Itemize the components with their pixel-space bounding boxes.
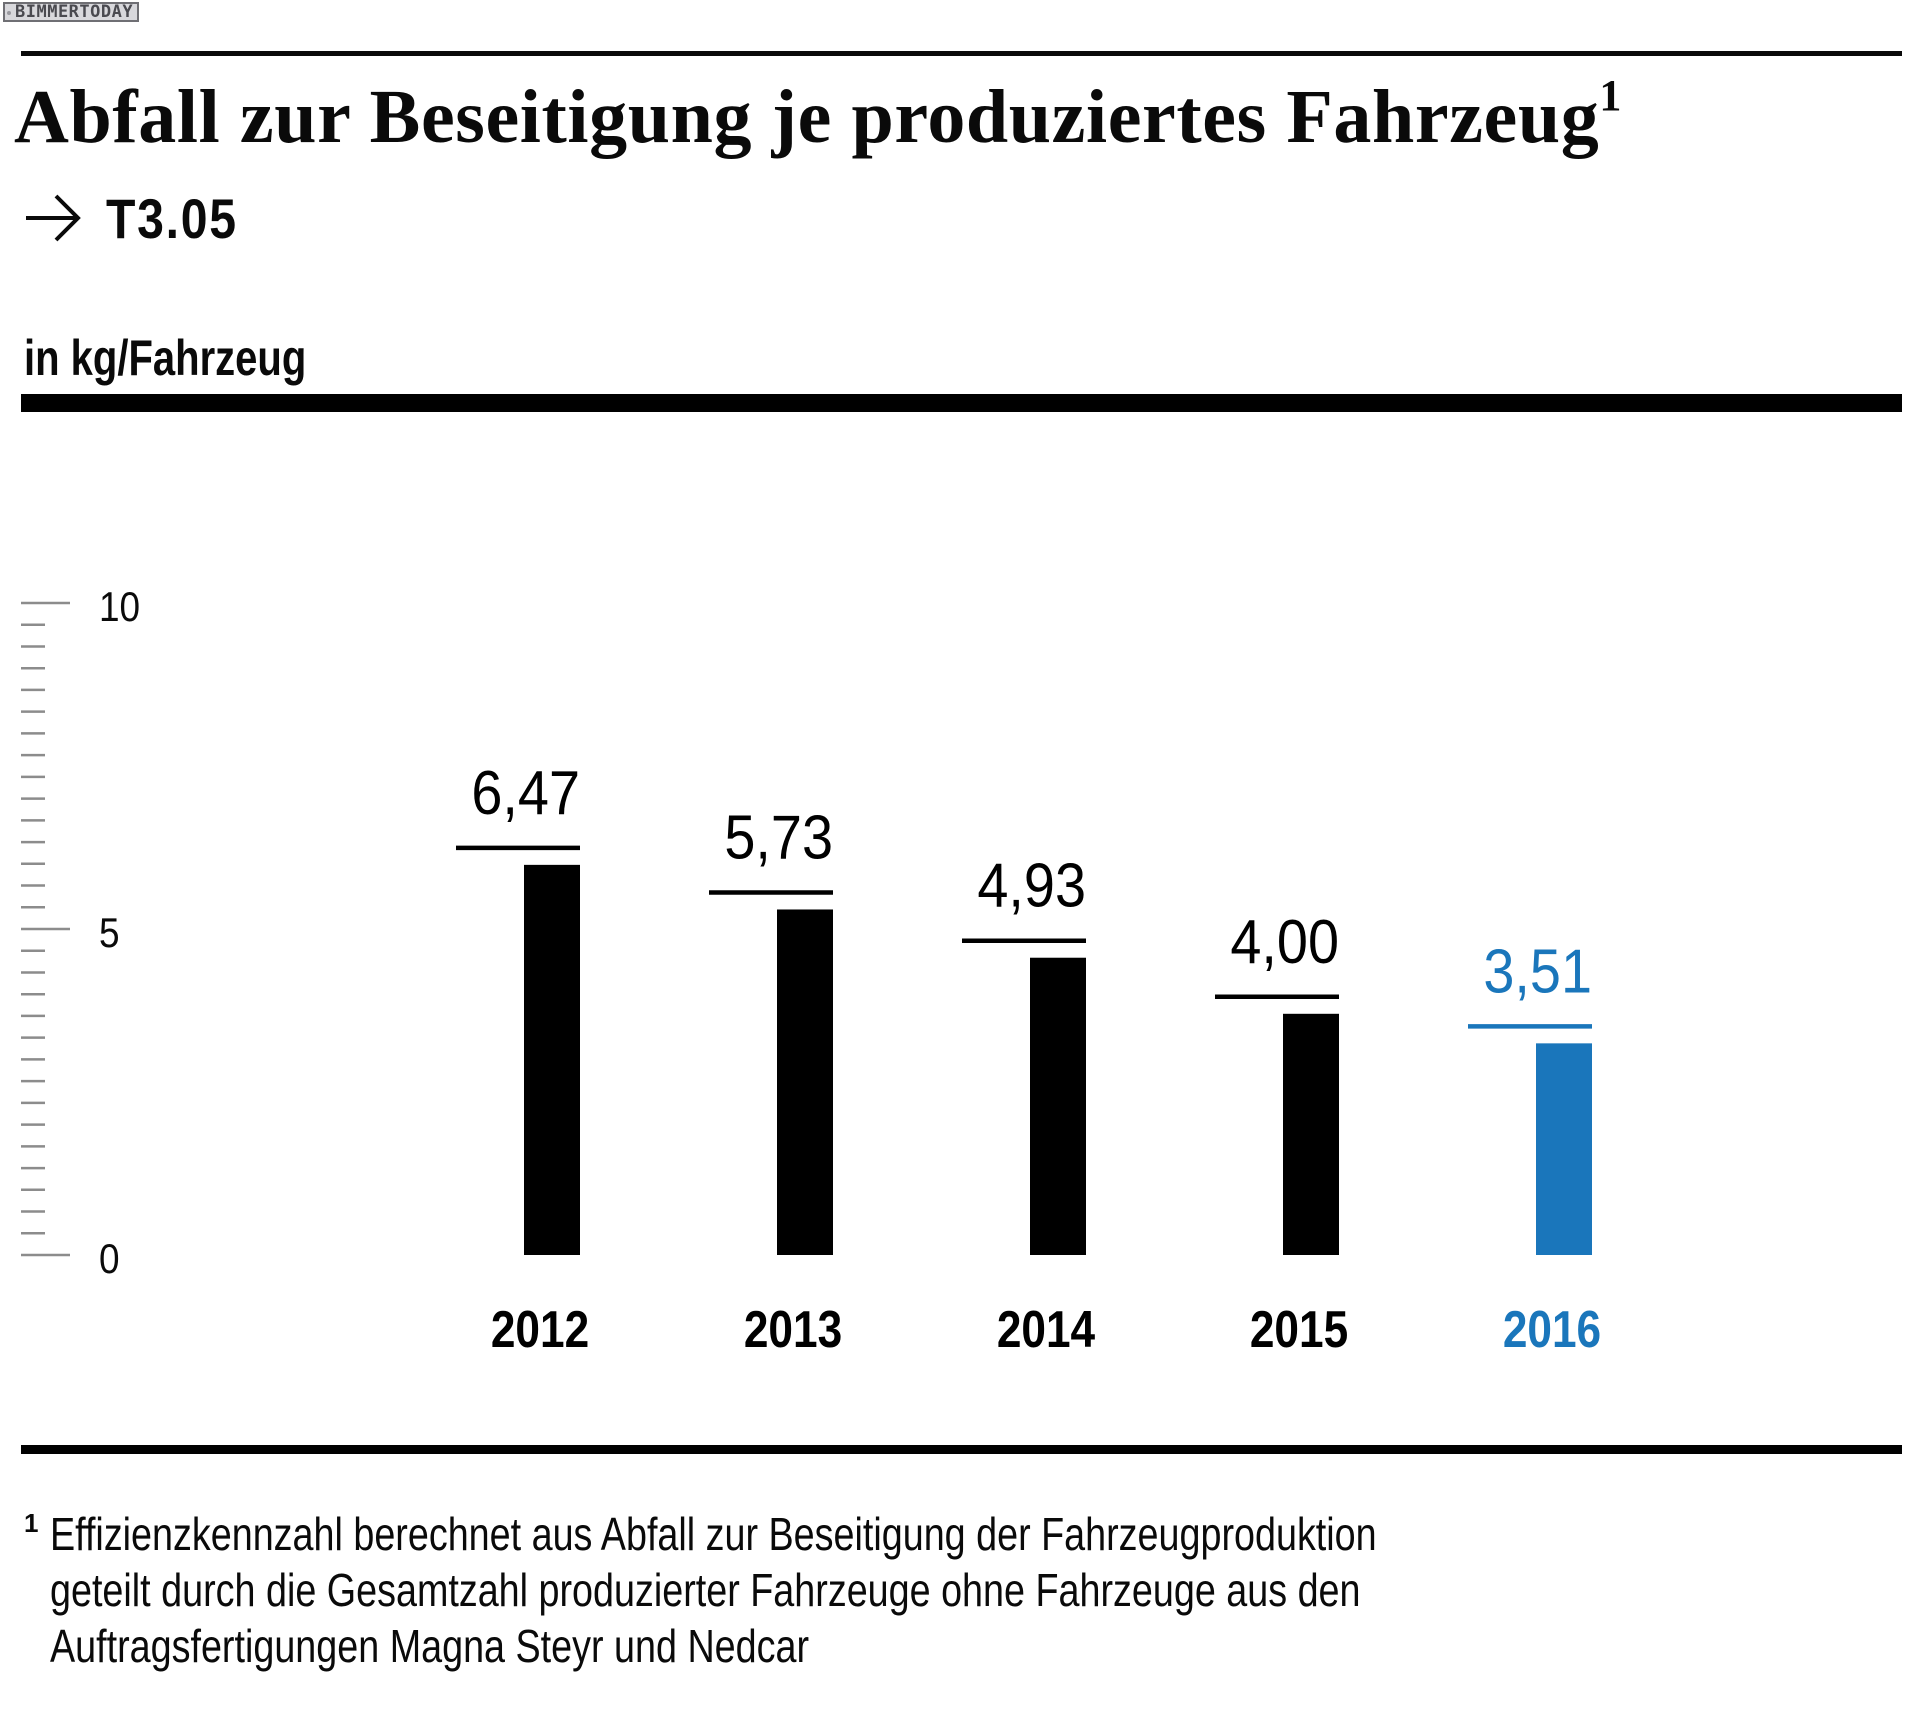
bar-2016 — [1536, 1043, 1592, 1255]
bar-2015 — [1283, 1013, 1339, 1255]
x-tick-label: 2013 — [744, 1301, 842, 1359]
bar-2012 — [524, 864, 580, 1255]
footnote-line: geteilt durch die Gesamtzahl produzierte… — [50, 1564, 1361, 1616]
title-footnote-mark: 1 — [1599, 71, 1622, 120]
value-label: 3,51 — [1483, 938, 1592, 1006]
arrow-right-icon — [26, 194, 81, 242]
table-reference[interactable]: T3.05 — [24, 186, 259, 250]
bottom-rule — [21, 1445, 1902, 1454]
value-label: 5,73 — [724, 804, 833, 872]
chart-header-rule — [21, 394, 1902, 412]
footnote-text: Effizienzkennzahl berechnet aus Abfall z… — [50, 1506, 1377, 1674]
footnote-line: Effizienzkennzahl berechnet aus Abfall z… — [50, 1508, 1377, 1560]
bar-2014 — [1030, 957, 1086, 1255]
value-label: 4,00 — [1230, 908, 1339, 976]
top-rule — [21, 51, 1902, 56]
x-tick-label: 2012 — [491, 1301, 589, 1359]
footnote-mark: 1 — [24, 1508, 39, 1538]
y-tick-label: 10 — [99, 584, 140, 631]
unit-label: in kg/Fahrzeug — [24, 330, 307, 386]
x-tick-label: 2014 — [997, 1301, 1095, 1359]
x-tick-label: 2016 — [1503, 1301, 1601, 1359]
footnote-line: Auftragsfertigungen Magna Steyr und Nedc… — [50, 1620, 810, 1672]
bar-series: 6,47 2012 5,73 2013 4,93 2014 4,00 2015 3,51 2016 — [456, 759, 1601, 1359]
value-label: 4,93 — [977, 852, 1086, 920]
y-axis: 0 5 10 — [21, 584, 140, 1283]
x-tick-label: 2015 — [1250, 1301, 1348, 1359]
y-tick-label: 0 — [99, 1236, 120, 1283]
chart-title: Abfall zur Beseitigung je produziertes F… — [14, 71, 1622, 162]
y-tick-label: 5 — [99, 910, 120, 957]
table-reference-label: T3.05 — [106, 186, 238, 250]
value-label: 6,47 — [471, 759, 580, 827]
chart-title-text: Abfall zur Beseitigung je produziertes F… — [14, 75, 1600, 159]
bar-2013 — [777, 909, 833, 1255]
watermark-logo: BIMMERTODAY — [3, 2, 140, 22]
